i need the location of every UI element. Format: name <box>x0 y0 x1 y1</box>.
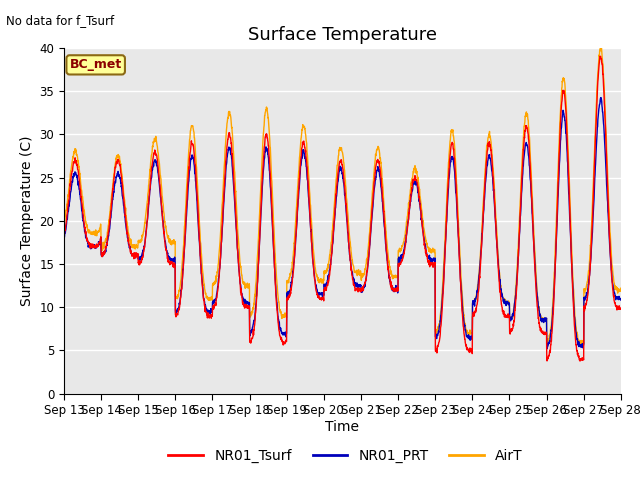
NR01_Tsurf <box>358 286 366 292</box>
AirT <box>543 342 551 348</box>
NR01_PRT <box>60 236 68 242</box>
Y-axis label: Surface Temperature (C): Surface Temperature (C) <box>20 135 34 306</box>
NR01_Tsurf <box>216 272 223 278</box>
NR01_PRT <box>543 346 551 351</box>
NR01_PRT <box>216 271 223 276</box>
Text: No data for f_Tsurf: No data for f_Tsurf <box>6 14 115 27</box>
NR01_Tsurf <box>504 311 512 317</box>
NR01_Tsurf <box>60 231 68 237</box>
AirT <box>504 300 512 306</box>
NR01_PRT <box>584 290 591 296</box>
NR01_PRT <box>568 264 575 270</box>
NR01_Tsurf <box>584 296 591 302</box>
AirT <box>598 44 605 50</box>
NR01_PRT <box>617 296 625 301</box>
NR01_PRT <box>371 184 378 190</box>
Line: NR01_Tsurf: NR01_Tsurf <box>64 56 621 361</box>
AirT <box>568 250 575 255</box>
NR01_Tsurf <box>596 53 604 59</box>
Line: AirT: AirT <box>64 47 621 345</box>
Line: NR01_PRT: NR01_PRT <box>64 98 621 348</box>
NR01_PRT <box>358 289 366 295</box>
NR01_PRT <box>597 95 605 101</box>
AirT <box>584 279 591 285</box>
NR01_Tsurf <box>371 178 378 184</box>
AirT <box>60 220 68 226</box>
NR01_Tsurf <box>568 258 575 264</box>
AirT <box>358 273 366 278</box>
NR01_Tsurf <box>617 306 625 312</box>
X-axis label: Time: Time <box>325 420 360 434</box>
AirT <box>371 163 378 169</box>
NR01_Tsurf <box>576 358 584 364</box>
Legend: NR01_Tsurf, NR01_PRT, AirT: NR01_Tsurf, NR01_PRT, AirT <box>163 443 529 468</box>
NR01_PRT <box>504 299 512 305</box>
Text: BC_met: BC_met <box>70 59 122 72</box>
AirT <box>216 249 223 255</box>
Title: Surface Temperature: Surface Temperature <box>248 25 437 44</box>
AirT <box>617 285 625 291</box>
